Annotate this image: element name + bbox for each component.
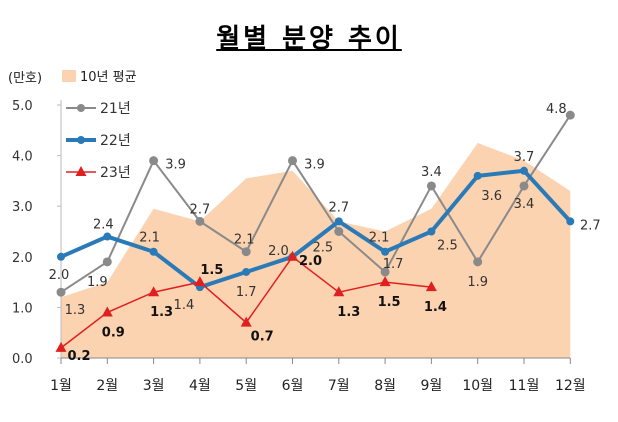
data-label-22년: 1.4 <box>174 298 195 313</box>
point-22년 <box>242 267 251 276</box>
data-label-23년: 1.3 <box>337 305 360 320</box>
legend-label-10yr-average: 10년 평균 <box>80 70 137 85</box>
point-23년 <box>240 316 252 327</box>
data-label-21년: 1.7 <box>383 257 404 272</box>
point-22년 <box>334 217 343 226</box>
x-tick-label: 5월 <box>235 378 257 394</box>
point-23년 <box>379 276 391 287</box>
data-label-22년: 2.0 <box>268 244 289 259</box>
data-label-21년: 3.4 <box>514 197 535 212</box>
legend-swatch-10yr-average <box>62 70 76 82</box>
area-10yr-average <box>61 142 571 358</box>
point-22년 <box>427 227 436 236</box>
legend-marker-22년 <box>77 136 85 144</box>
y-tick-label: 5.0 <box>12 99 33 114</box>
x-tick-label: 11월 <box>509 378 540 394</box>
y-tick-label: 3.0 <box>12 200 33 215</box>
point-22년 <box>57 252 65 261</box>
data-label-21년: 3.4 <box>421 165 442 180</box>
data-label-23년: 1.5 <box>378 295 401 310</box>
data-label-23년: 1.5 <box>200 263 223 278</box>
y-tick-label: 0.0 <box>12 352 33 367</box>
y-axis-unit: (만호) <box>8 71 42 86</box>
point-21년 <box>288 156 297 166</box>
point-23년 <box>287 250 298 261</box>
legend-marker-21년 <box>77 104 85 112</box>
point-22년 <box>103 232 112 241</box>
data-label-21년: 3.9 <box>165 158 186 173</box>
data-label-22년: 2.1 <box>139 231 160 246</box>
legend-label-21년: 21년 <box>100 101 131 117</box>
data-label-21년: 1.3 <box>65 303 86 318</box>
x-tick-label: 9월 <box>421 378 443 394</box>
data-label-21년: 1.9 <box>467 275 488 290</box>
point-23년 <box>333 286 345 297</box>
point-21년 <box>56 287 66 297</box>
data-label-22년: 2.4 <box>93 218 114 233</box>
data-label-23년: 1.3 <box>150 305 173 320</box>
point-23년 <box>194 276 206 287</box>
chart-title: 월별 분양 추이 <box>216 24 402 54</box>
series-line-21년 <box>60 114 572 294</box>
data-label-22년: 2.0 <box>49 268 70 283</box>
point-23년 <box>425 281 437 292</box>
legend-label-23년: 23년 <box>100 165 131 181</box>
point-22년 <box>566 217 575 226</box>
point-21년 <box>519 181 529 191</box>
point-21년 <box>195 216 205 226</box>
x-tick-label: 1월 <box>50 378 72 394</box>
y-tick-label: 2.0 <box>12 251 33 266</box>
data-label-23년: 0.9 <box>102 325 125 340</box>
data-label-21년: 2.7 <box>190 202 211 217</box>
point-23년 <box>101 306 113 317</box>
point-22년 <box>520 166 528 175</box>
data-label-21년: 3.9 <box>304 158 325 173</box>
x-tick-label: 3월 <box>143 378 165 394</box>
point-21년 <box>565 110 575 120</box>
series-line-22년 <box>60 168 572 290</box>
point-21년 <box>102 257 112 267</box>
y-tick-label: 4.0 <box>12 150 33 165</box>
point-23년 <box>148 286 160 297</box>
x-tick-label: 8월 <box>374 378 396 394</box>
data-label-21년: 1.9 <box>87 275 108 290</box>
data-label-22년: 2.7 <box>580 218 601 233</box>
x-tick-label: 12월 <box>555 378 586 394</box>
data-label-23년: 2.0 <box>299 254 322 269</box>
x-tick-label: 6월 <box>282 378 304 394</box>
x-tick-label: 10월 <box>462 378 493 394</box>
point-22년 <box>381 247 390 256</box>
point-21년 <box>241 247 251 257</box>
point-21년 <box>334 227 344 236</box>
data-label-22년: 2.7 <box>328 200 349 215</box>
data-label-23년: 1.4 <box>424 300 447 315</box>
data-label-21년: 2.5 <box>312 241 333 256</box>
point-21년 <box>380 267 390 277</box>
x-tick-label: 4월 <box>189 378 211 394</box>
point-21년 <box>426 181 436 191</box>
data-label-22년: 3.7 <box>514 150 535 165</box>
data-label-21년: 2.1 <box>234 233 255 248</box>
data-label-22년: 3.6 <box>481 189 502 204</box>
point-23년 <box>55 341 67 352</box>
data-label-21년: 4.8 <box>546 102 567 117</box>
data-label-22년: 2.5 <box>437 239 458 254</box>
data-label-22년: 1.7 <box>236 285 257 300</box>
y-tick-label: 1.0 <box>12 301 33 316</box>
data-label-22년: 2.1 <box>369 231 390 246</box>
point-22년 <box>473 171 482 180</box>
x-tick-label: 2월 <box>96 378 118 394</box>
point-21년 <box>473 257 483 267</box>
legend-marker-23년 <box>75 166 87 176</box>
point-21년 <box>149 156 159 166</box>
legend-label-22년: 22년 <box>100 133 131 149</box>
data-label-23년: 0.7 <box>251 330 274 345</box>
x-tick-label: 7월 <box>328 378 350 394</box>
point-22년 <box>149 247 158 256</box>
data-label-23년: 0.2 <box>67 349 90 364</box>
